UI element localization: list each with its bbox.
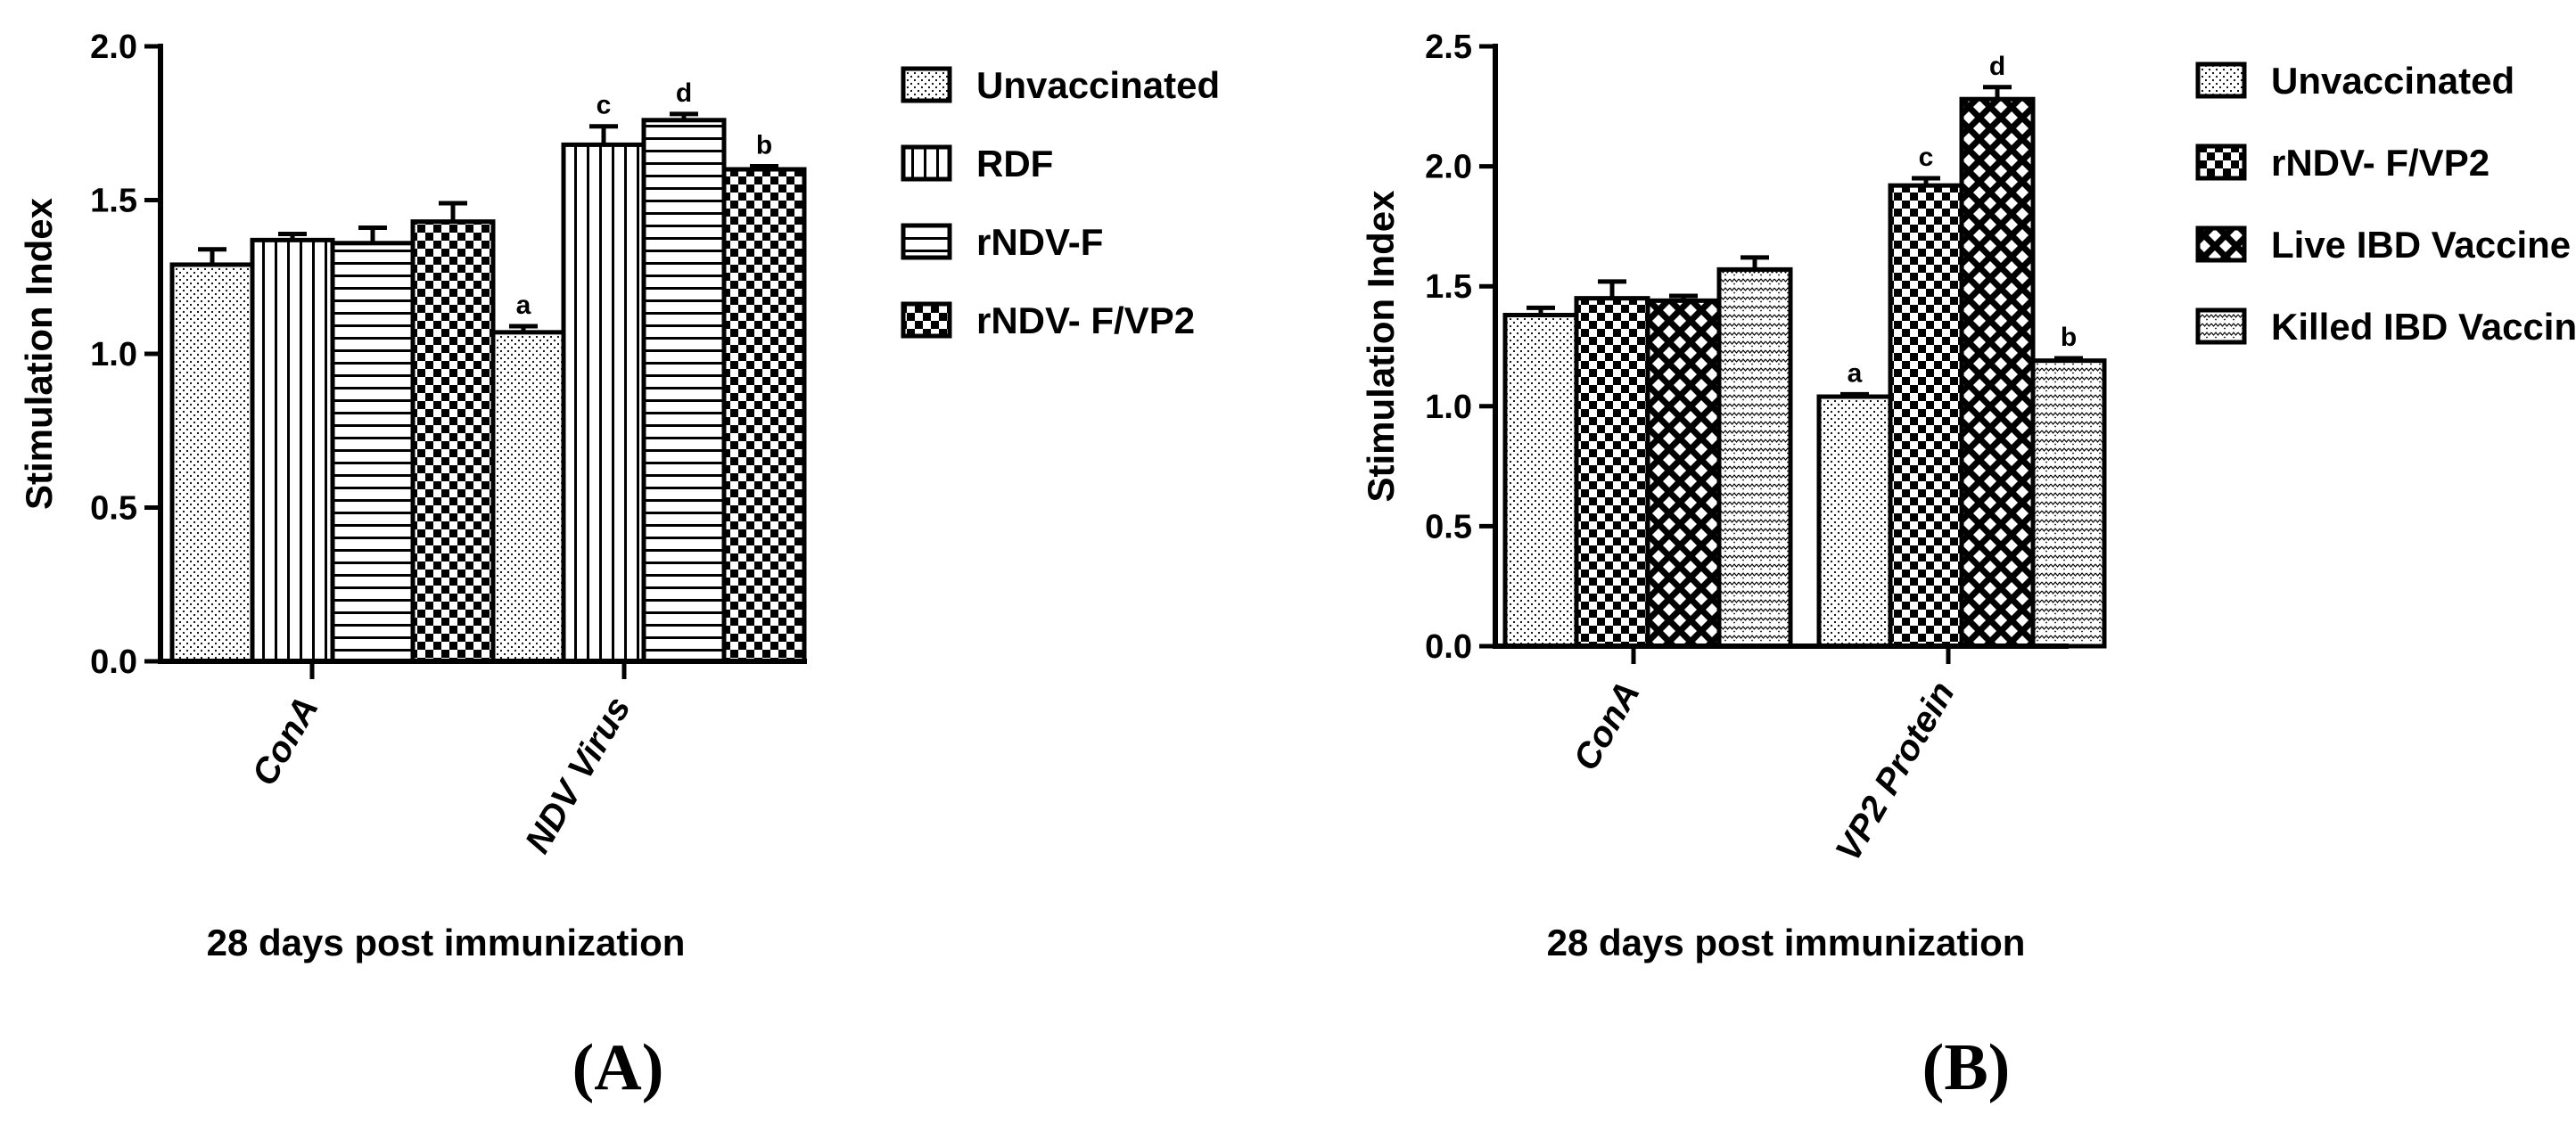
legend-swatch [901, 223, 952, 260]
significance-label: c [597, 91, 612, 120]
bar [410, 219, 496, 664]
legend-swatch [2195, 143, 2247, 181]
bar [250, 237, 335, 664]
bar [169, 262, 255, 664]
significance-label: b [756, 131, 772, 160]
bar [481, 330, 566, 664]
panel-label: (A) [572, 1031, 664, 1104]
y-tick-label: 2.0 [1425, 149, 1472, 186]
bar [721, 167, 807, 664]
x-category-label: ConA [1566, 676, 1647, 777]
panel-b: a c d b 0.0 0.5 1.0 1.5 2.0 2.5 ConA VP2 Protein Sti… [1360, 29, 2576, 1104]
y-tick-label: 2.0 [90, 29, 137, 66]
y-axis-title: Stimulation Index [1360, 190, 1402, 503]
x-category-label: VP2 Protein [1828, 676, 1962, 868]
legend-label: Killed IBD Vaccine [2271, 306, 2576, 348]
bar [1716, 266, 1793, 649]
panel-a: a c d b 0.0 0.5 1.0 1.5 2.0 ConA NDV Virus Stimulat… [18, 29, 1220, 1104]
legend-swatch [2195, 225, 2247, 263]
y-tick-label: 1.5 [1425, 268, 1472, 306]
bar [1502, 313, 1579, 649]
significance-label: a [1848, 358, 1863, 388]
significance-label: b [2061, 323, 2077, 352]
y-tick-label: 0.0 [1425, 628, 1472, 666]
legend-swatch [901, 66, 952, 103]
y-tick-label: 1.0 [1425, 389, 1472, 426]
y-tick-label: 1.5 [90, 183, 137, 220]
significance-label: d [1989, 52, 2005, 81]
bar [2030, 358, 2107, 649]
legend-label: rNDV- F/VP2 [2271, 142, 2490, 184]
legend-swatch [901, 301, 952, 339]
significance-label: a [516, 291, 531, 320]
bar [1888, 183, 1964, 649]
legend-label: rNDV-F [976, 221, 1103, 263]
legend-label: RDF [976, 143, 1053, 184]
x-axis-title: 28 days post immunization [1547, 922, 2026, 963]
bar [1574, 296, 1650, 649]
y-axis-title: Stimulation Index [18, 197, 60, 510]
y-tick-label: 2.5 [1425, 29, 1472, 66]
bar [1959, 96, 2036, 649]
x-category-label: ConA [244, 691, 325, 792]
legend-swatch [901, 144, 952, 182]
bar [330, 241, 416, 664]
bar [641, 118, 727, 664]
legend-label: Live IBD Vaccine [2271, 224, 2571, 266]
x-category-label: NDV Virus [518, 691, 638, 860]
y-tick-label: 0.0 [90, 643, 137, 681]
bar [1645, 298, 1722, 649]
legend-label: Unvaccinated [2271, 60, 2514, 102]
legend-swatch [2195, 61, 2247, 99]
legend-label: rNDV- F/VP2 [976, 299, 1195, 341]
significance-label: d [676, 78, 692, 108]
significance-label: c [1919, 143, 1934, 172]
bar [561, 142, 646, 664]
bar [1816, 394, 1893, 649]
y-tick-label: 0.5 [90, 490, 137, 528]
panel-label: (B) [1922, 1031, 2011, 1104]
y-tick-label: 1.0 [90, 336, 137, 373]
legend-label: Unvaccinated [976, 64, 1220, 106]
legend-swatch [2195, 307, 2247, 345]
x-axis-title: 28 days post immunization [207, 922, 686, 963]
y-tick-label: 0.5 [1425, 508, 1472, 545]
